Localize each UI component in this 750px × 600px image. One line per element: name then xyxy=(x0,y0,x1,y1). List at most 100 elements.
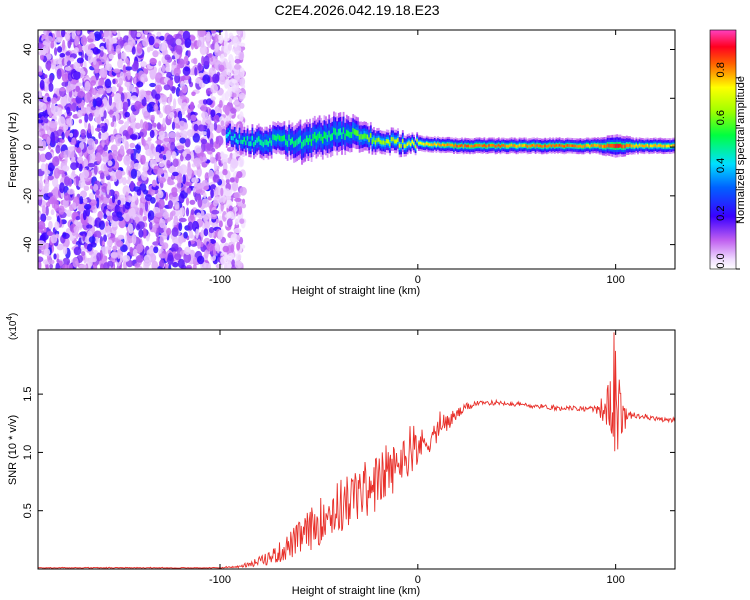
noise-cell xyxy=(67,188,75,195)
noise-cell xyxy=(114,134,122,145)
noise-cell xyxy=(152,224,157,233)
noise-cell xyxy=(196,182,205,189)
noise-cell xyxy=(197,30,206,38)
noise-cell xyxy=(70,79,77,85)
noise-cell xyxy=(180,95,187,100)
noise-cell xyxy=(65,51,71,56)
noise-cell xyxy=(204,172,210,182)
noise-cell xyxy=(90,253,98,263)
noise-cell xyxy=(49,74,54,84)
noise-cell xyxy=(230,243,235,253)
noise-cell xyxy=(100,194,104,201)
ridge-cell xyxy=(590,144,593,147)
noise-cell xyxy=(161,242,169,250)
ridge-cell xyxy=(262,141,265,148)
snr-panel: -100 0 100 0.5 1.0 1.5 Height of straight li… xyxy=(5,313,676,597)
noise-cell xyxy=(149,82,157,88)
ridge-cell xyxy=(542,145,545,148)
noise-cell xyxy=(128,223,134,234)
noise-cell xyxy=(210,83,219,94)
noise-cell xyxy=(213,121,218,131)
noise-cell xyxy=(234,55,239,60)
ridge-cell xyxy=(491,143,494,147)
noise-cell xyxy=(46,53,52,60)
noise-cell xyxy=(188,240,192,248)
noise-cell xyxy=(75,232,79,240)
ridge-cell xyxy=(355,130,358,136)
noise-cell xyxy=(122,177,127,186)
noise-cell xyxy=(39,153,47,163)
noise-cell xyxy=(105,221,109,227)
noise-cell xyxy=(201,55,205,66)
noise-cell xyxy=(175,38,182,46)
ridge-cell xyxy=(427,143,430,146)
ridge-cell xyxy=(630,144,633,148)
ridge-cell xyxy=(613,144,615,148)
noise-cell xyxy=(179,164,188,175)
colorbar-label: Normalized spectral amplitude xyxy=(735,76,747,224)
ridge-cell xyxy=(225,134,228,139)
noise-cell xyxy=(182,66,191,76)
noise-cell xyxy=(220,187,224,197)
noise-cell xyxy=(120,92,125,102)
noise-cell xyxy=(95,97,103,107)
noise-cell xyxy=(38,233,41,240)
ridge-cell xyxy=(413,142,415,146)
ridge-cell xyxy=(585,144,588,147)
ridge-cell xyxy=(299,135,302,143)
ridge-cell xyxy=(521,144,524,147)
exponent-close: ) xyxy=(8,313,19,316)
ridge-cell xyxy=(605,144,607,149)
noise-cell xyxy=(93,183,99,192)
noise-cell xyxy=(100,132,109,141)
noise-cell xyxy=(233,43,238,48)
noise-cell xyxy=(135,144,141,151)
noise-cell xyxy=(115,100,124,111)
noise-cell xyxy=(117,234,125,240)
noise-cell xyxy=(63,192,70,201)
noise-cell xyxy=(88,113,93,122)
ridge-cell xyxy=(569,144,572,147)
noise-cell xyxy=(164,104,172,116)
noise-cell xyxy=(57,46,63,53)
noise-cell xyxy=(136,81,144,88)
noise-cell xyxy=(38,249,42,254)
noise-cell xyxy=(213,114,220,123)
ridge-cell xyxy=(307,138,310,145)
ridge-cell xyxy=(411,139,414,144)
ridge-cell xyxy=(667,144,670,148)
colorbar-ticks: 0.0 0.2 0.4 0.6 0.8 xyxy=(715,62,740,270)
noise-cell xyxy=(135,255,144,263)
noise-cell xyxy=(213,160,218,172)
ridge-cell xyxy=(230,136,233,141)
ridge-cell xyxy=(467,144,470,148)
ridge-cell xyxy=(544,144,547,147)
ridge-cell xyxy=(672,144,675,147)
ridge-cell xyxy=(464,144,467,147)
noise-cell xyxy=(142,227,147,239)
ridge-cell xyxy=(241,140,244,145)
noise-cell xyxy=(66,106,71,115)
ridge-cell xyxy=(371,139,374,144)
noise-cell xyxy=(179,137,186,144)
noise-cell xyxy=(44,74,48,79)
noise-cell xyxy=(47,231,54,237)
noise-cell xyxy=(214,186,219,197)
noise-cell xyxy=(45,35,53,43)
ridge-cell xyxy=(641,144,644,148)
ridge-cell xyxy=(659,144,662,147)
noise-cell xyxy=(91,87,97,96)
colorbar: 0.0 0.2 0.4 0.6 0.8 Normalized spectral ampl… xyxy=(709,29,747,270)
ridge-cell xyxy=(384,141,387,146)
noise-cell xyxy=(69,132,74,138)
noise-cell xyxy=(101,151,108,158)
noise-cell xyxy=(67,146,75,152)
ridge-cell xyxy=(374,140,377,145)
top-x-axis-label: Height of straight line (km) xyxy=(292,285,420,297)
noise-cell xyxy=(159,162,165,168)
noise-cell xyxy=(71,30,76,40)
ridge-cell xyxy=(553,144,556,148)
noise-cell xyxy=(38,71,43,76)
ridge-cell xyxy=(443,143,446,147)
noise-cell xyxy=(38,104,42,110)
